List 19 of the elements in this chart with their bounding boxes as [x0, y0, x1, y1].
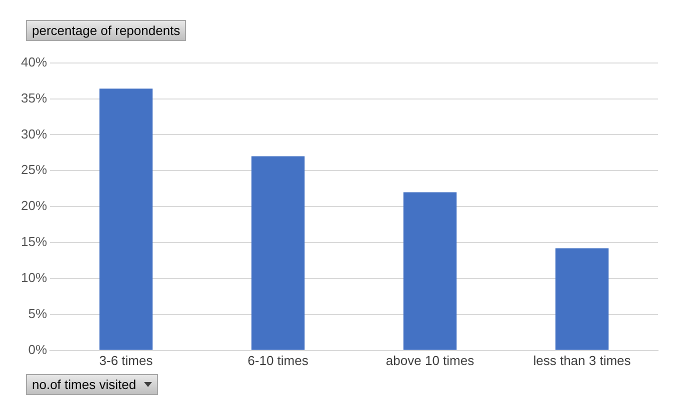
- y-tick-label: 35%: [20, 90, 48, 106]
- y-tick-label: 5%: [28, 306, 48, 322]
- bar: [403, 192, 457, 350]
- y-tick-label: 25%: [20, 162, 48, 178]
- y-tick-label: 10%: [20, 270, 48, 286]
- x-tick-label: 3-6 times: [99, 352, 154, 368]
- bar: [251, 156, 305, 350]
- bar: [99, 88, 153, 350]
- x-tick-label: 6-10 times: [248, 352, 309, 368]
- bar: [555, 248, 609, 350]
- y-tick-label: 30%: [20, 126, 48, 142]
- y-tick-label: 0%: [28, 342, 48, 357]
- y-tick-label: 20%: [20, 198, 48, 214]
- x-tick-label: above 10 times: [386, 352, 475, 368]
- y-tick-label: 15%: [20, 234, 48, 250]
- y-axis-title: percentage of repondents: [26, 20, 186, 41]
- y-tick-label: 40%: [20, 54, 48, 70]
- x-axis-title: no.of times visited: [32, 377, 136, 392]
- x-tick-label: less than 3 times: [533, 352, 632, 368]
